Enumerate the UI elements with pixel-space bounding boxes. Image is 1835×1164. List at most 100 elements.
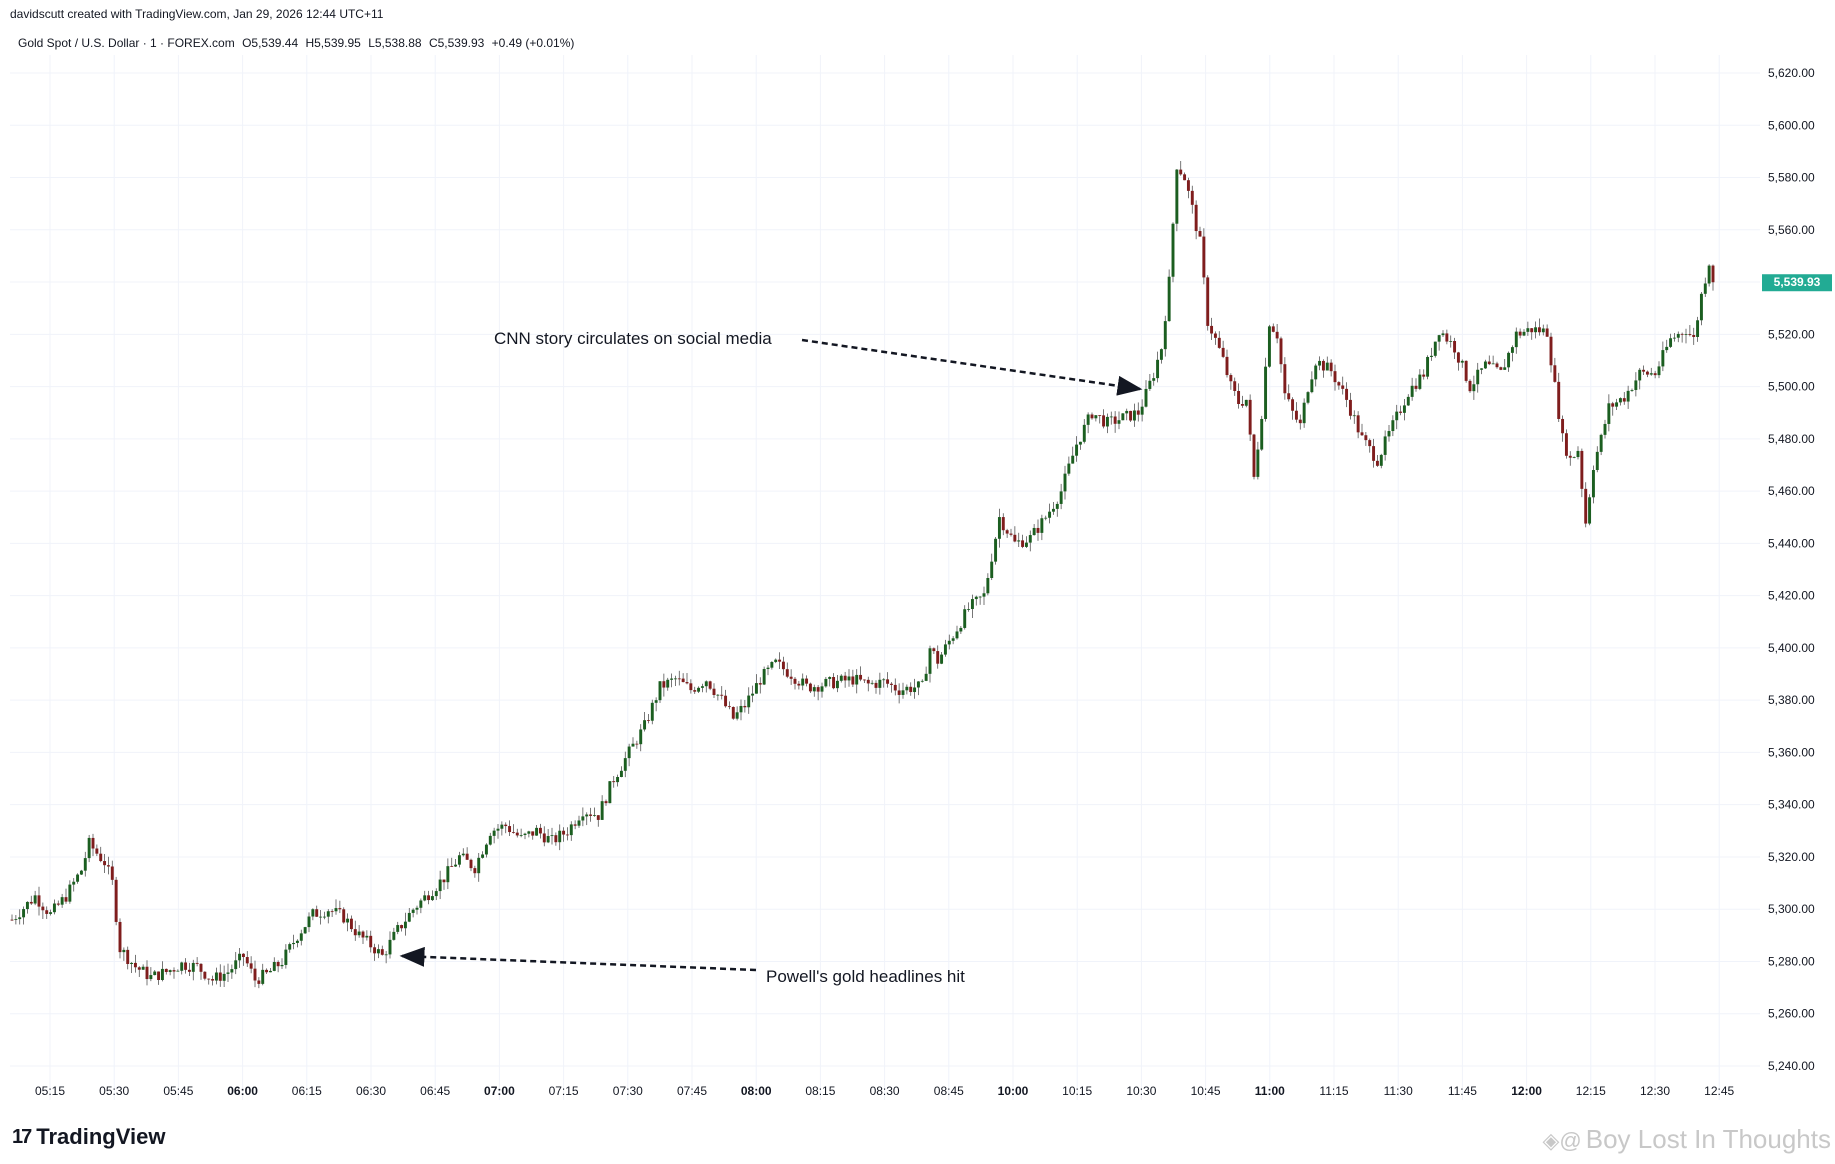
candle-body xyxy=(670,678,674,680)
candle-body xyxy=(1703,283,1707,294)
candle-body xyxy=(315,909,319,917)
candle-body xyxy=(191,962,195,972)
candle-body xyxy=(1252,434,1256,477)
candle-body xyxy=(1233,381,1237,391)
candle-body xyxy=(1669,338,1673,347)
candle-body xyxy=(1044,517,1048,519)
candle-body xyxy=(1063,473,1067,492)
candle-body xyxy=(724,695,728,707)
y-tick-label: 5,420.00 xyxy=(1768,589,1815,603)
candle-body xyxy=(1194,204,1198,232)
candle-body xyxy=(577,820,581,826)
x-tick-label: 05:45 xyxy=(163,1084,193,1098)
candle-body xyxy=(1071,455,1075,464)
candle-body xyxy=(542,833,546,843)
candle-body xyxy=(1491,363,1495,365)
candle-body xyxy=(265,969,269,973)
candle-body xyxy=(1638,369,1642,381)
candle-body xyxy=(1665,346,1669,351)
candle-body xyxy=(612,781,616,783)
x-tick-label: 12:15 xyxy=(1576,1084,1606,1098)
candle-body xyxy=(855,674,859,685)
candle-body xyxy=(1287,393,1291,400)
candle-body xyxy=(1453,340,1457,353)
candle-body xyxy=(10,919,14,921)
y-tick-label: 5,440.00 xyxy=(1768,536,1815,550)
candle-body xyxy=(1699,293,1703,321)
candle-body xyxy=(1306,392,1310,403)
candle-body xyxy=(1163,321,1167,350)
candle-body xyxy=(1707,265,1711,284)
candle-body xyxy=(901,690,905,695)
candle-body xyxy=(685,682,689,684)
candle-body xyxy=(326,911,330,917)
candle-body xyxy=(1422,374,1426,377)
candle-body xyxy=(442,879,446,883)
candle-body xyxy=(492,830,496,836)
candle-body xyxy=(812,687,816,692)
candle-body xyxy=(365,935,369,938)
candle-body xyxy=(1480,368,1484,370)
candle-body xyxy=(1183,174,1187,181)
candle-body xyxy=(550,835,554,837)
candle-body xyxy=(1545,328,1549,337)
candle-body xyxy=(781,661,785,670)
candle-body xyxy=(886,679,890,684)
candle-body xyxy=(1318,360,1322,366)
candle-body xyxy=(106,865,110,867)
candle-body xyxy=(1379,454,1383,466)
candle-body xyxy=(1603,423,1607,435)
candle-body xyxy=(1105,416,1109,427)
candle-body xyxy=(288,944,292,950)
candle-body xyxy=(1206,277,1210,326)
candle-body xyxy=(747,695,751,708)
candle-body xyxy=(64,897,68,902)
tradingview-logo[interactable]: 17 TradingView xyxy=(12,1124,165,1150)
candle-body xyxy=(427,895,431,901)
candle-body xyxy=(126,949,130,964)
candle-body xyxy=(253,968,257,981)
candle-body xyxy=(1321,360,1325,371)
candle-body xyxy=(164,968,168,973)
candle-body xyxy=(889,683,893,685)
candle-body xyxy=(1383,436,1387,455)
candle-body xyxy=(1221,347,1225,357)
candle-body xyxy=(484,844,488,855)
candle-body xyxy=(1530,328,1534,333)
candle-body xyxy=(1267,326,1271,367)
candle-body xyxy=(770,662,774,668)
candle-body xyxy=(758,683,762,685)
candle-body xyxy=(1260,418,1264,450)
x-tick-label: 06:45 xyxy=(420,1084,450,1098)
candle-body xyxy=(616,776,620,783)
candle-body xyxy=(1148,380,1152,389)
candle-body xyxy=(60,897,64,905)
candle-body xyxy=(1294,410,1298,420)
x-tick-label: 08:45 xyxy=(934,1084,964,1098)
candle-body xyxy=(56,903,60,905)
ohlc-open: O5,539.44 xyxy=(242,36,299,50)
candle-body xyxy=(1021,540,1025,547)
candle-body xyxy=(245,957,249,964)
candle-body xyxy=(882,679,886,681)
candle-body xyxy=(1341,385,1345,389)
candle-body xyxy=(1553,365,1557,382)
candle-body xyxy=(558,830,562,843)
candle-body xyxy=(1549,336,1553,366)
candle-body xyxy=(970,599,974,610)
candle-body xyxy=(203,971,207,979)
candle-body xyxy=(1522,331,1526,336)
symbol-name: Gold Spot / U.S. Dollar · 1 · FOREX.com xyxy=(18,36,235,50)
candle-body xyxy=(832,676,836,689)
candle-body xyxy=(916,681,920,688)
chart-credit: davidscutt created with TradingView.com,… xyxy=(10,7,384,21)
candle-body xyxy=(596,815,600,820)
y-tick-label: 5,520.00 xyxy=(1768,327,1815,341)
candle-body xyxy=(1611,403,1615,407)
candle-body xyxy=(1213,333,1217,338)
candle-body xyxy=(1279,338,1283,365)
x-tick-label: 08:15 xyxy=(805,1084,835,1098)
candle-body xyxy=(824,678,828,687)
candle-body xyxy=(635,743,639,745)
